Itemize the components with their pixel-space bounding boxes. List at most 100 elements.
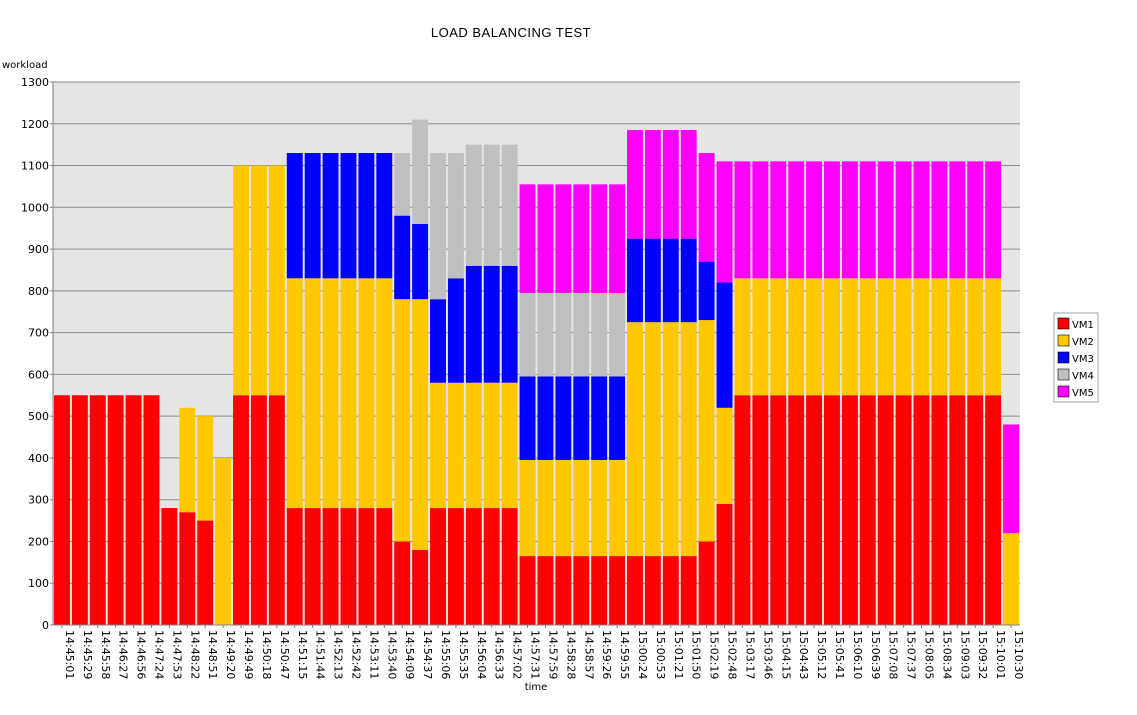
bar-vm3 <box>465 265 482 383</box>
bar-vm2 <box>644 322 661 557</box>
bar-vm1 <box>233 395 249 625</box>
bar-vm4 <box>591 292 608 377</box>
bar-vm1 <box>591 556 608 625</box>
bar-vm5 <box>680 130 697 239</box>
bar-vm5 <box>877 161 894 279</box>
chart-title: LOAD BALANCING TEST <box>431 25 591 40</box>
x-tick-label: 14:50:47 <box>278 630 291 679</box>
bar-vm4 <box>447 153 464 279</box>
bar-vm2 <box>268 165 285 396</box>
bar-vm2 <box>895 278 912 396</box>
bar-vm3 <box>340 153 357 279</box>
y-tick-label: 800 <box>28 285 49 298</box>
y-tick-label: 900 <box>28 243 49 256</box>
bar-vm2 <box>233 165 249 396</box>
y-tick-label: 100 <box>28 577 49 590</box>
x-tick-label: 14:46:56 <box>135 630 148 679</box>
y-tick-label: 1300 <box>21 76 49 89</box>
bar-vm1 <box>89 395 106 625</box>
bar-vm4 <box>609 292 626 377</box>
bar-vm2 <box>662 322 679 557</box>
legend-label-vm2: VM2 <box>1072 337 1094 348</box>
bar-vm2 <box>1003 533 1019 625</box>
x-tick-label: 14:52:13 <box>332 630 345 679</box>
y-tick-label: 700 <box>28 327 49 340</box>
legend-swatch-vm1 <box>1057 317 1070 330</box>
bar-vm5 <box>895 161 912 279</box>
bar-vm2 <box>573 460 590 557</box>
bar-vm2 <box>197 416 214 521</box>
bar-vm2 <box>627 322 643 557</box>
bar-vm3 <box>573 376 590 461</box>
bar-vm1 <box>54 395 70 625</box>
x-tick-label: 14:51:15 <box>296 630 309 679</box>
bar-vm5 <box>627 130 643 239</box>
x-tick-label: 14:59:55 <box>618 630 631 679</box>
bar-vm1 <box>501 508 518 625</box>
x-tick-label: 15:02:48 <box>726 630 739 679</box>
bar-vm2 <box>447 382 464 509</box>
bar-vm2 <box>806 278 823 396</box>
x-tick-label: 15:07:08 <box>887 630 900 679</box>
bar-vm3 <box>376 153 393 279</box>
bar-vm1 <box>483 508 500 625</box>
bar-vm3 <box>322 153 339 279</box>
bar-vm3 <box>716 282 733 408</box>
legend-label-vm3: VM3 <box>1072 354 1094 365</box>
bar-vm2 <box>537 460 554 557</box>
bar-vm5 <box>752 161 769 279</box>
bar-vm3 <box>662 238 679 323</box>
bar-vm1 <box>662 556 679 625</box>
x-tick-label: 14:46:27 <box>117 630 130 679</box>
plot-area <box>53 82 1020 625</box>
bar-vm5 <box>662 130 679 239</box>
bar-vm1 <box>555 556 572 625</box>
x-tick-label: 14:58:57 <box>582 630 595 679</box>
x-tick-label: 14:45:29 <box>81 630 94 679</box>
bar-vm1 <box>161 508 178 625</box>
bar-vm3 <box>680 238 697 323</box>
bar-vm2 <box>698 320 715 542</box>
x-tick-label: 14:48:22 <box>188 630 201 679</box>
bar-vm2 <box>680 322 697 557</box>
bar-vm2 <box>824 278 840 396</box>
bar-vm3 <box>412 224 429 300</box>
bar-vm5 <box>931 161 948 279</box>
bar-vm2 <box>734 278 751 396</box>
bar-vm2 <box>376 278 393 509</box>
bar-vm1 <box>268 395 285 625</box>
bar-vm2 <box>215 457 232 625</box>
bar-vm2 <box>949 278 966 396</box>
bar-vm2 <box>591 460 608 557</box>
bar-vm1 <box>430 508 446 625</box>
bar-vm3 <box>447 278 464 383</box>
x-tick-label: 15:10:01 <box>994 630 1007 679</box>
bar-vm5 <box>573 184 590 293</box>
x-tick-label: 15:01:50 <box>690 630 703 679</box>
x-tick-label: 15:00:24 <box>636 630 649 679</box>
x-tick-label: 15:03:46 <box>761 630 774 679</box>
bar-vm1 <box>752 395 769 625</box>
x-tick-label: 14:56:33 <box>493 630 506 679</box>
x-tick-label: 14:55:06 <box>439 630 452 679</box>
bar-vm5 <box>859 161 876 279</box>
x-tick-label: 14:53:11 <box>367 630 380 679</box>
bar-vm1 <box>340 508 357 625</box>
y-tick-label: 200 <box>28 535 49 548</box>
legend-swatch-vm4 <box>1057 368 1070 381</box>
legend-label-vm4: VM4 <box>1072 371 1094 382</box>
bar-vm5 <box>824 161 840 279</box>
bar-vm2 <box>788 278 805 396</box>
x-tick-label: 15:08:05 <box>923 630 936 679</box>
bar-vm4 <box>573 292 590 377</box>
bar-vm3 <box>609 376 626 461</box>
legend-swatch-vm3 <box>1057 351 1070 364</box>
x-tick-label: 15:03:17 <box>743 630 756 679</box>
bar-vm3 <box>286 153 303 279</box>
bar-vm1 <box>895 395 912 625</box>
bar-vm1 <box>841 395 858 625</box>
bar-vm3 <box>627 238 643 323</box>
bar-vm2 <box>841 278 858 396</box>
x-tick-label: 15:09:32 <box>976 630 989 679</box>
bar-vm1 <box>734 395 751 625</box>
